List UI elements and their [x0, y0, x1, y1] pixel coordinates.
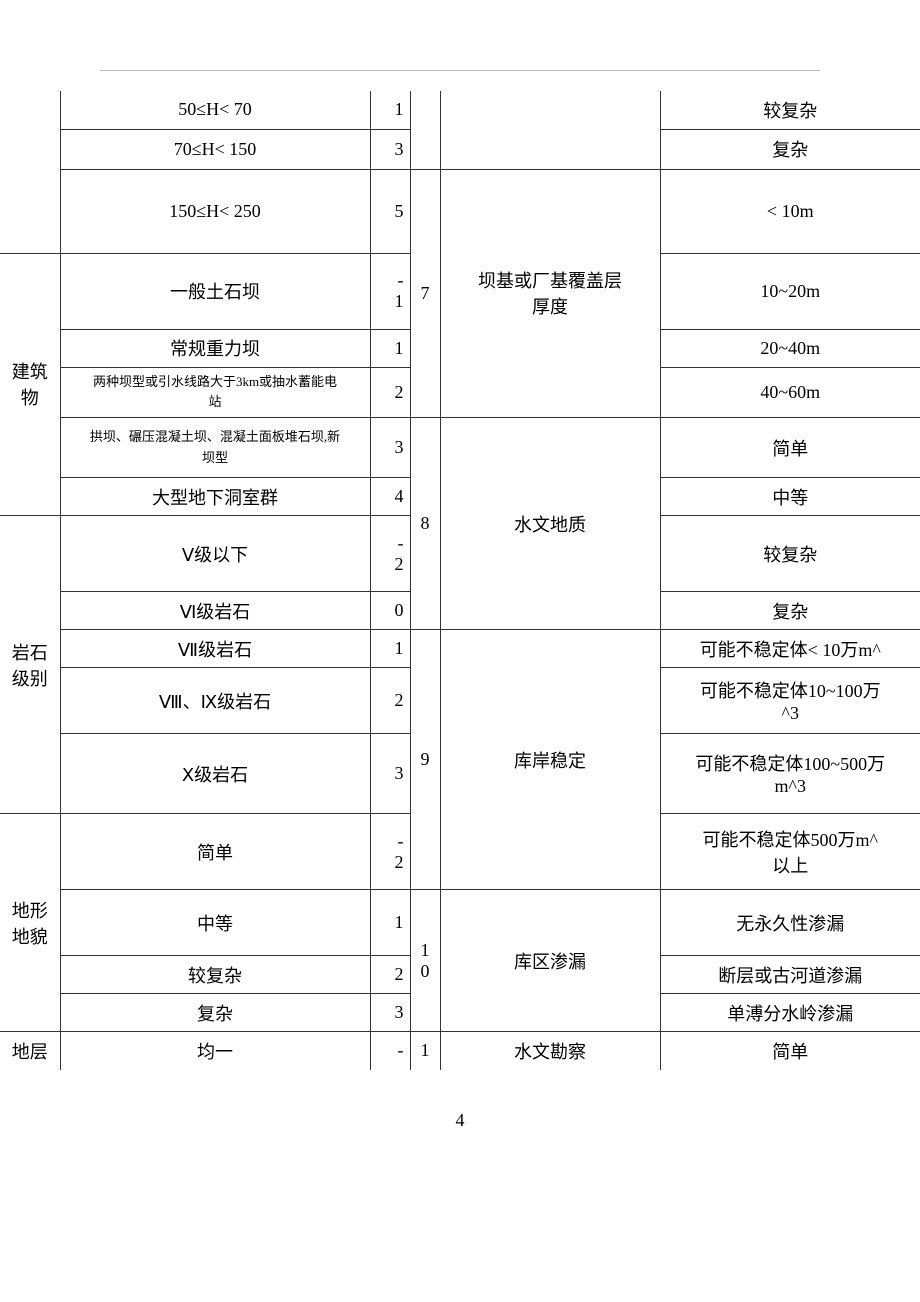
left-item-label: 150≤H< 250	[60, 169, 370, 253]
left-item-score: 3	[370, 994, 410, 1032]
left-item-label: Ⅶ级岩石	[60, 630, 370, 668]
left-item-label: 均一	[60, 1032, 370, 1070]
left-item-label: 大型地下洞室群	[60, 478, 370, 516]
right-item-label: 10~20m	[660, 253, 920, 329]
right-title: 库区渗漏	[440, 890, 660, 1032]
right-item-label: 40~60m	[660, 367, 920, 418]
left-item-label: 常规重力坝	[60, 329, 370, 367]
left-item-score: -1	[370, 253, 410, 329]
right-item-label: 较复杂	[660, 516, 920, 592]
criteria-table: 50≤H< 70 1 较复杂 70≤H< 150 3 复杂 150≤H< 250…	[0, 91, 920, 1070]
left-item-label: 复杂	[60, 994, 370, 1032]
right-item-label: 可能不稳定体100~500万m^3	[660, 734, 920, 814]
left-cat-title: 岩石级别	[0, 516, 60, 814]
left-item-score: 1	[370, 329, 410, 367]
right-item-label: 复杂	[660, 592, 920, 630]
right-item-label: 无永久性渗漏	[660, 890, 920, 956]
table-row: 中等 1 10 库区渗漏 无永久性渗漏	[0, 890, 920, 956]
right-item-label: 可能不稳定体500万m^以上	[660, 814, 920, 890]
left-item-score: -2	[370, 516, 410, 592]
left-item-label: 较复杂	[60, 956, 370, 994]
right-no: 1	[410, 1032, 440, 1070]
left-cat-title: 建筑物	[0, 253, 60, 516]
left-cat-cont	[0, 91, 60, 253]
left-item-label: 一般土石坝	[60, 253, 370, 329]
left-cat-title: 地形地貌	[0, 814, 60, 1032]
table-row: 50≤H< 70 1 较复杂	[0, 91, 920, 129]
right-item-label: 单溥分水岭渗漏	[660, 994, 920, 1032]
right-item-label: 较复杂	[660, 91, 920, 129]
table-row: 拱坝、碾压混凝土坝、混凝土面板堆石坝,新坝型 3 8 水文地质 简单	[0, 418, 920, 478]
left-item-label: 两种坝型或引水线路大于3km或抽水蓄能电站	[60, 367, 370, 418]
right-title: 水文地质	[440, 418, 660, 630]
left-item-score: 3	[370, 734, 410, 814]
left-item-score: -2	[370, 814, 410, 890]
left-item-score: 1	[370, 91, 410, 129]
left-item-label: 中等	[60, 890, 370, 956]
left-item-score: 1	[370, 890, 410, 956]
right-title: 坝基或厂基覆盖层厚度	[440, 169, 660, 418]
left-item-score: 2	[370, 956, 410, 994]
right-item-label: < 10m	[660, 169, 920, 253]
left-item-score: 3	[370, 418, 410, 478]
left-item-label: 50≤H< 70	[60, 91, 370, 129]
page-number: 4	[0, 1110, 920, 1131]
right-no: 8	[410, 418, 440, 630]
table-row: 地层 均一 - 1 水文勘察 简单	[0, 1032, 920, 1070]
right-no: 7	[410, 169, 440, 418]
left-cat-title: 地层	[0, 1032, 60, 1070]
left-item-score: 0	[370, 592, 410, 630]
left-item-score: 2	[370, 668, 410, 734]
left-item-label: Ⅵ级岩石	[60, 592, 370, 630]
right-no-cont	[410, 91, 440, 169]
left-item-score: 5	[370, 169, 410, 253]
table-row: Ⅶ级岩石 1 9 库岸稳定 可能不稳定体< 10万m^	[0, 630, 920, 668]
left-item-label: 70≤H< 150	[60, 129, 370, 169]
header-rule	[100, 70, 820, 71]
right-no: 9	[410, 630, 440, 890]
left-item-score: 1	[370, 630, 410, 668]
left-item-label: Ⅷ、Ⅸ级岩石	[60, 668, 370, 734]
left-item-label: 拱坝、碾压混凝土坝、混凝土面板堆石坝,新坝型	[60, 418, 370, 478]
right-item-label: 中等	[660, 478, 920, 516]
left-item-score: -	[370, 1032, 410, 1070]
left-item-label: Ⅴ级以下	[60, 516, 370, 592]
right-title: 库岸稳定	[440, 630, 660, 890]
table-row: 150≤H< 250 5 7 坝基或厂基覆盖层厚度 < 10m	[0, 169, 920, 253]
right-item-label: 简单	[660, 1032, 920, 1070]
right-no: 10	[410, 890, 440, 1032]
right-item-label: 简单	[660, 418, 920, 478]
left-item-label: Ⅹ级岩石	[60, 734, 370, 814]
right-item-label: 复杂	[660, 129, 920, 169]
left-item-score: 4	[370, 478, 410, 516]
left-item-label: 简单	[60, 814, 370, 890]
left-item-score: 3	[370, 129, 410, 169]
right-title-cont	[440, 91, 660, 169]
right-item-label: 20~40m	[660, 329, 920, 367]
right-title: 水文勘察	[440, 1032, 660, 1070]
right-item-label: 可能不稳定体10~100万^3	[660, 668, 920, 734]
right-item-label: 可能不稳定体< 10万m^	[660, 630, 920, 668]
left-item-score: 2	[370, 367, 410, 418]
right-item-label: 断层或古河道渗漏	[660, 956, 920, 994]
